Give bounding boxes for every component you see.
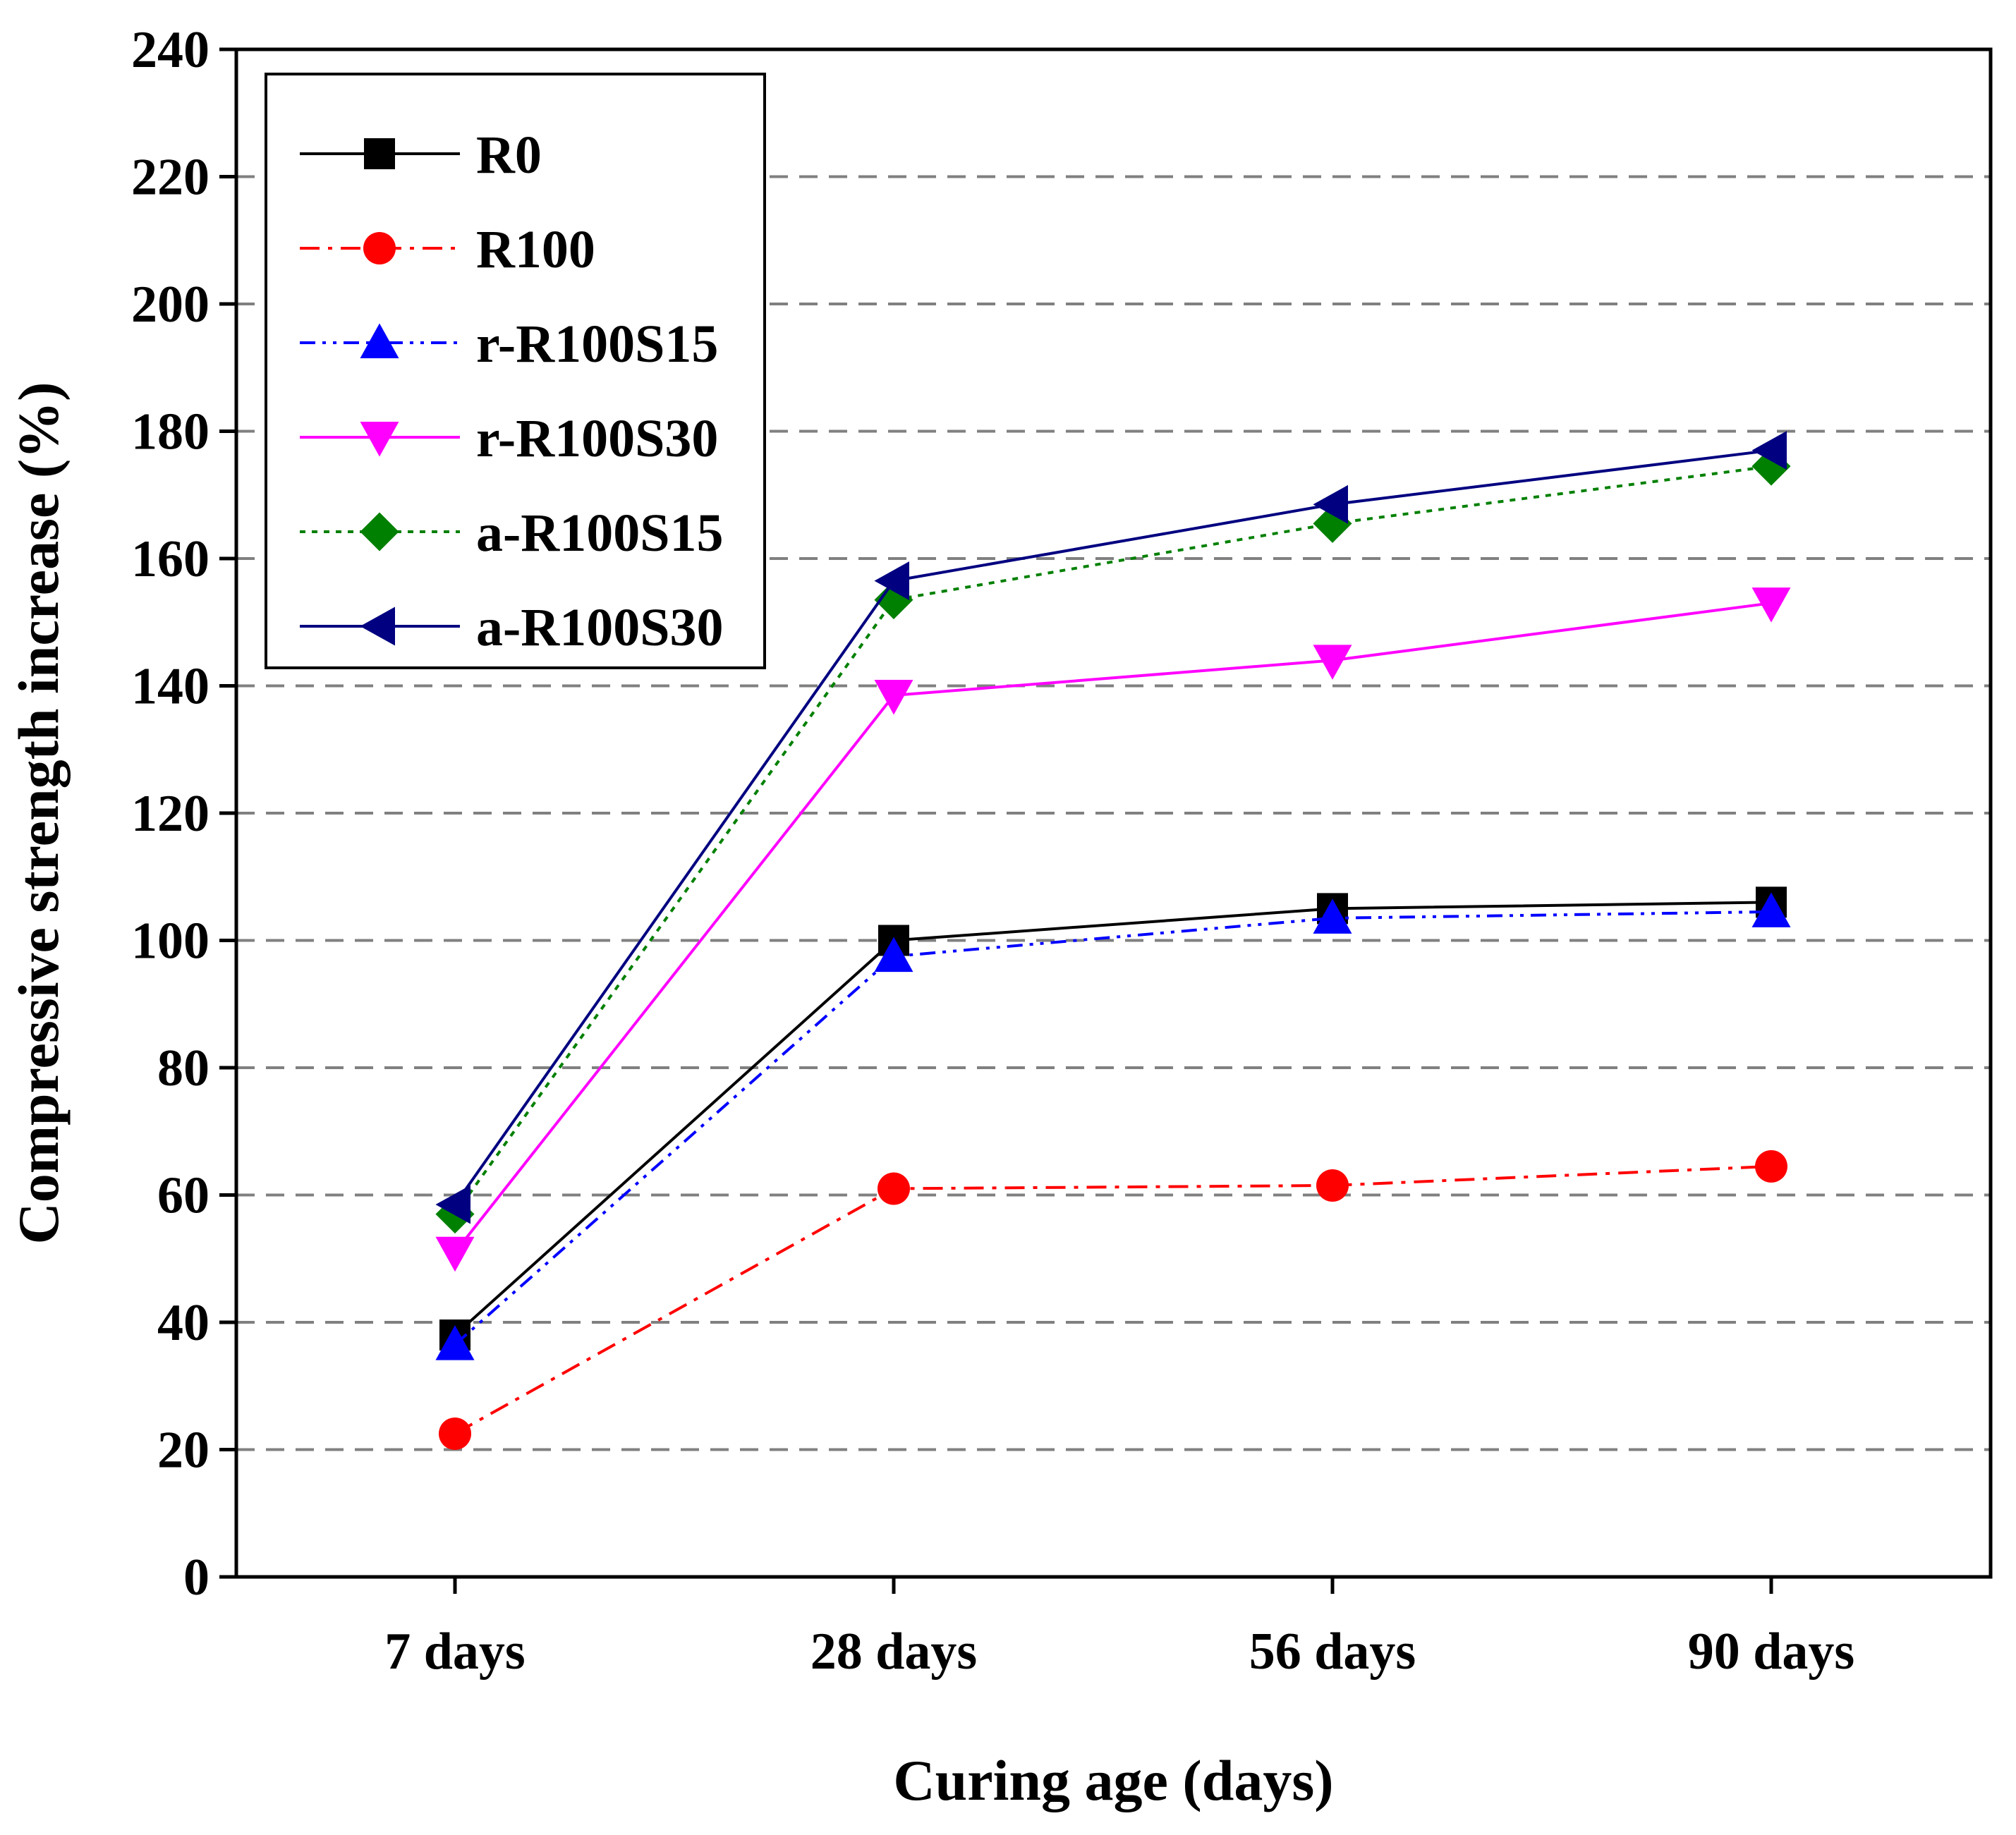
axes: 0 20 40 60 80 100 120 140 160 180 200 220 240 7 days 2… <box>131 21 1854 1681</box>
y-tick-label: 40 <box>157 1294 210 1352</box>
legend-marker <box>360 606 395 646</box>
legend-item: a-R100S30 <box>300 598 723 657</box>
data-point <box>1313 645 1352 680</box>
data-point <box>1316 1169 1349 1202</box>
data-point <box>435 1325 475 1360</box>
legend-label: R0 <box>476 126 542 185</box>
data-point <box>1755 1150 1787 1183</box>
data-point <box>1751 892 1791 927</box>
x-tick-label: 56 days <box>1249 1623 1416 1681</box>
data-point <box>1751 587 1791 623</box>
legend-item: a-R100S15 <box>300 504 723 563</box>
y-tick-label: 180 <box>131 403 210 461</box>
series-a-R100S30 <box>435 431 1787 1224</box>
y-tick-label: 0 <box>183 1549 210 1607</box>
data-point <box>1751 431 1787 470</box>
y-tick-label: 160 <box>131 530 210 588</box>
data-point <box>1313 898 1352 934</box>
data-point <box>878 1172 910 1205</box>
y-tick-label: 80 <box>157 1040 210 1097</box>
legend: R0 R100 r-R100S15 r-R100S30 a-R100S15 a-R100S… <box>265 73 766 669</box>
y-tick-label: 20 <box>157 1422 210 1480</box>
legend-label: R100 <box>476 220 595 279</box>
legend-label: r-R100S15 <box>476 315 718 374</box>
y-tick-label: 120 <box>131 785 210 843</box>
y-tick-label: 220 <box>131 149 210 207</box>
x-tick-label: 7 days <box>384 1623 525 1681</box>
y-tick-label: 60 <box>157 1167 210 1225</box>
legend-marker <box>364 138 395 169</box>
gridlines <box>236 175 1991 1451</box>
data-point <box>874 937 913 973</box>
legend-item: R0 <box>300 126 542 185</box>
legend-item: R100 <box>300 220 595 279</box>
x-tick-label: 90 days <box>1688 1623 1854 1681</box>
legend-item: r-R100S15 <box>300 315 718 374</box>
series-line <box>454 449 1772 1206</box>
series-layer <box>435 431 1791 1450</box>
data-point <box>435 1185 470 1224</box>
legend-marker <box>360 323 399 358</box>
data-point <box>435 1236 475 1272</box>
series-line <box>454 910 1772 1346</box>
y-tick-label: 140 <box>131 658 210 716</box>
series-R100 <box>439 1150 1787 1450</box>
series-line <box>454 1164 1772 1435</box>
legend-marker <box>363 232 396 264</box>
legend-label: r-R100S30 <box>476 409 718 468</box>
x-tick-label: 28 days <box>810 1623 977 1681</box>
data-point <box>439 1417 471 1450</box>
x-axis-title: Curing age (days) <box>893 1748 1333 1812</box>
legend-box <box>265 73 766 669</box>
legend-marker <box>360 422 399 457</box>
y-tick-label: 240 <box>131 21 210 79</box>
series-line <box>454 901 1772 1336</box>
legend-item: r-R100S30 <box>300 409 718 468</box>
y-tick-label: 100 <box>131 913 210 970</box>
legend-marker <box>360 512 399 551</box>
y-tick-label: 200 <box>131 276 210 334</box>
y-axis-title: Compressive strength increase (%) <box>6 382 71 1245</box>
series-r-R100S15 <box>435 892 1791 1360</box>
legend-label: a-R100S15 <box>476 504 723 563</box>
data-point <box>874 561 909 601</box>
series-line <box>454 602 1772 1253</box>
series-R0 <box>439 886 1787 1351</box>
legend-label: a-R100S30 <box>476 598 723 657</box>
data-point <box>1313 484 1348 524</box>
series-r-R100S30 <box>435 587 1791 1272</box>
data-point <box>874 680 913 715</box>
